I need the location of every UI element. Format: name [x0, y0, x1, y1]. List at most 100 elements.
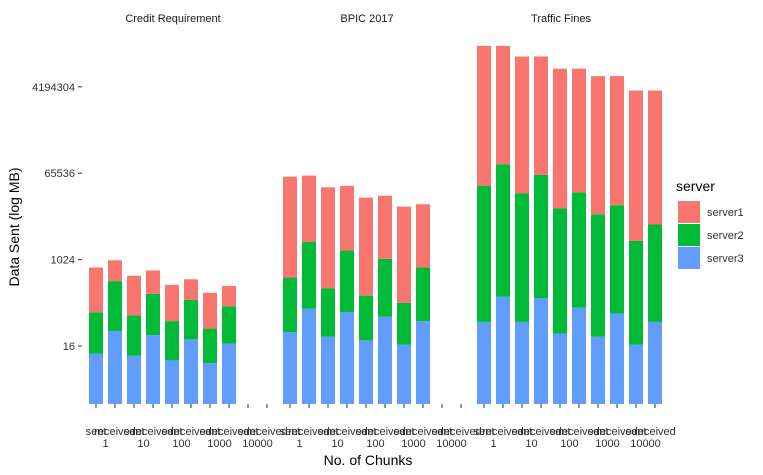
y-axis-label: Data Sent (log MB) [6, 167, 22, 286]
panel-title: Credit Requirement [125, 13, 220, 25]
x-sublabel-sent: sent [588, 426, 609, 438]
x-sublabel-sent: sent [626, 426, 647, 438]
bar-server3 [203, 363, 217, 404]
x-sublabel-sent: sent [394, 426, 415, 438]
x-sublabel-received: received [364, 426, 406, 438]
x-sublabel-received: received [634, 426, 676, 438]
bar-server2 [184, 299, 198, 340]
bar-server1 [648, 90, 662, 225]
bar-server3 [610, 313, 624, 404]
bar-server1 [302, 175, 316, 242]
legend-items: server1 server2 server3 [678, 201, 744, 269]
x-axis-label: No. of Chunks [324, 452, 413, 468]
x-sublabel-received: received [132, 426, 174, 438]
bar-server1 [203, 292, 217, 329]
legend-title: server [676, 178, 715, 194]
bar-server3 [89, 353, 103, 404]
x-sublabel-sent: sent [124, 426, 145, 438]
x-sublabel-sent: sent [200, 426, 221, 438]
bar-server2 [591, 214, 605, 337]
bar-server1 [165, 284, 179, 322]
x-chunk-label: 1000 [595, 438, 619, 450]
bar-server3 [515, 321, 529, 404]
x-sublabel-sent: sent [86, 426, 107, 438]
bar-server1 [184, 279, 198, 300]
bar-server2 [572, 192, 586, 308]
x-sublabel-received: received [170, 426, 212, 438]
bar-server3 [648, 321, 662, 404]
x-sublabel-sent: sent [474, 426, 495, 438]
x-sublabel-received: received [94, 426, 136, 438]
bar-server2 [477, 185, 491, 322]
bar-server1 [397, 206, 411, 303]
bar-server1 [496, 45, 510, 165]
x-chunk-label: 100 [172, 438, 190, 450]
bar-server3 [572, 307, 586, 404]
x-sublabel-sent: sent [432, 426, 453, 438]
bar-server3 [108, 330, 122, 404]
bar-server2 [378, 258, 392, 317]
bar-server1 [340, 185, 354, 251]
bar-server3 [477, 321, 491, 404]
bar-server3 [321, 336, 335, 404]
x-sublabel-sent: sent [238, 426, 259, 438]
legend-label-server3: server3 [707, 253, 744, 265]
x-sublabel-sent: sent [550, 426, 571, 438]
x-chunk-label: 10 [331, 438, 343, 450]
x-sublabel-received: received [558, 426, 600, 438]
x-sublabel-sent: sent [512, 426, 533, 438]
bar-server3 [359, 340, 373, 404]
bar-server1 [108, 260, 122, 282]
legend-swatch-server2 [678, 224, 700, 246]
bar-server2 [302, 241, 316, 309]
x-sublabel-received: received [326, 426, 368, 438]
x-sublabel-received: received [520, 426, 562, 438]
x-chunk-label: 10 [137, 438, 149, 450]
x-sublabel-sent: sent [280, 426, 301, 438]
x-sublabel-received: received [208, 426, 250, 438]
x-chunk-label: 100 [366, 438, 384, 450]
x-chunk-label: 1000 [401, 438, 425, 450]
bar-server3 [146, 335, 160, 404]
bar-server2 [648, 224, 662, 322]
panel-1: Credit Requirementsentreceived1sentrecei… [86, 13, 288, 450]
bar-server2 [629, 240, 643, 345]
bar-server1 [89, 267, 103, 313]
y-axis: 16 1024 65536 4194304 [32, 82, 82, 353]
bar-server2 [359, 295, 373, 341]
bar-server1 [610, 76, 624, 206]
bar-server3 [534, 298, 548, 404]
panel-3: Traffic Finessentreceived1sentreceived10… [474, 13, 676, 450]
x-chunk-label: 100 [560, 438, 578, 450]
bar-server2 [496, 164, 510, 297]
bar-server3 [127, 355, 141, 404]
bar-server1 [222, 285, 236, 307]
bar-server1 [477, 45, 491, 186]
x-chunk-label: 1 [102, 438, 108, 450]
x-chunk-label: 10000 [436, 438, 467, 450]
bar-server2 [165, 321, 179, 361]
x-chunk-label: 10 [525, 438, 537, 450]
y-tick-label: 16 [63, 341, 75, 353]
bar-server1 [321, 187, 335, 289]
bar-server1 [629, 90, 643, 241]
bar-server3 [165, 360, 179, 404]
x-chunk-label: 1 [296, 438, 302, 450]
bar-server3 [496, 296, 510, 404]
bar-server3 [416, 321, 430, 404]
bar-server2 [534, 174, 548, 299]
bar-server3 [397, 344, 411, 404]
bar-server2 [416, 267, 430, 322]
bar-server2 [108, 281, 122, 331]
bar-server2 [610, 205, 624, 314]
y-tick-label: 4194304 [32, 82, 75, 94]
bar-server3 [184, 339, 198, 404]
bar-server3 [629, 344, 643, 404]
x-sublabel-received: received [288, 426, 330, 438]
x-sublabel-received: received [596, 426, 638, 438]
x-sublabel-sent: sent [356, 426, 377, 438]
x-chunk-label: 10000 [630, 438, 661, 450]
bar-server2 [340, 250, 354, 313]
bar-server2 [127, 315, 141, 356]
